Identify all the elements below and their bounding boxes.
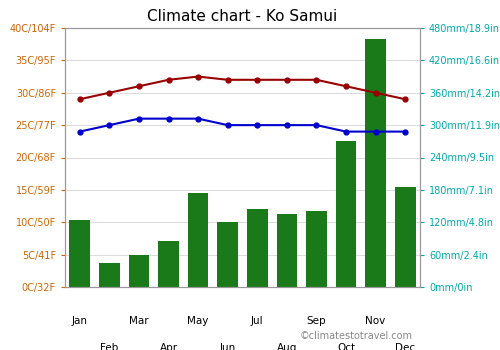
Bar [395,187,415,287]
Title: Climate chart - Ko Samui: Climate chart - Ko Samui [148,9,338,24]
Bar [99,263,119,287]
Text: Dec: Dec [395,343,415,350]
Text: Jul: Jul [251,316,264,326]
Bar [247,209,268,287]
Bar [188,193,208,287]
Text: ©climatestotravel.com: ©climatestotravel.com [300,331,413,341]
Bar [366,39,386,287]
Bar [336,141,356,287]
Text: Mar: Mar [129,316,149,326]
Bar [218,222,238,287]
Text: Nov: Nov [366,316,386,326]
Text: Apr: Apr [160,343,178,350]
Bar [276,214,297,287]
Bar [70,219,90,287]
Text: Sep: Sep [306,316,326,326]
Text: Oct: Oct [337,343,355,350]
Text: Jan: Jan [72,316,88,326]
Bar [306,211,327,287]
Bar [128,255,150,287]
Text: Aug: Aug [276,343,297,350]
Bar [158,241,179,287]
Text: May: May [188,316,209,326]
Text: Feb: Feb [100,343,118,350]
Text: Jun: Jun [220,343,236,350]
